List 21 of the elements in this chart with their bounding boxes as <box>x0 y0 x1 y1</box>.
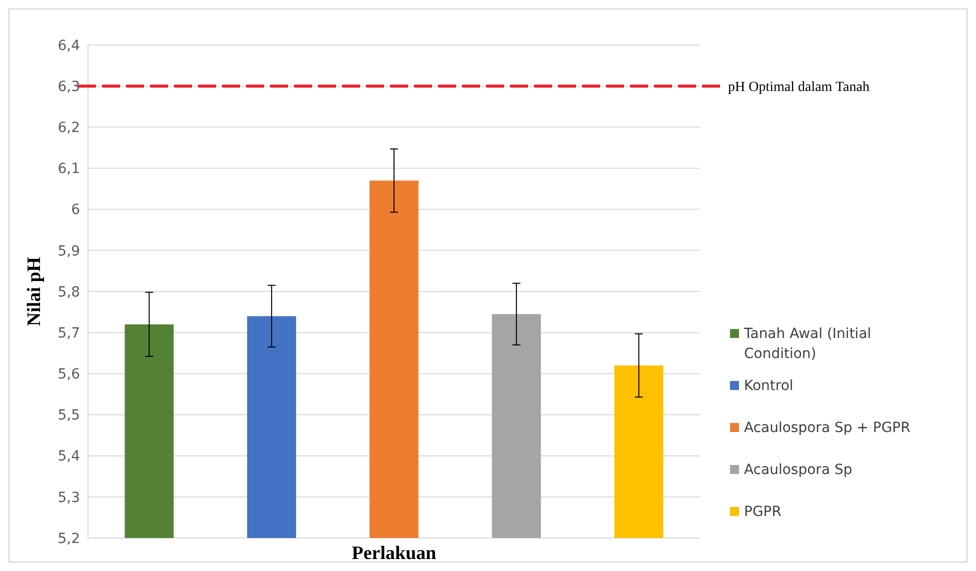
y-tick-label: 6 <box>71 202 80 218</box>
y-tick-label: 5,8 <box>58 284 80 300</box>
legend-label: Tanah Awal (Initial Condition) <box>743 326 872 362</box>
y-tick-label: 5,9 <box>58 243 80 260</box>
y-tick-label: 5,7 <box>58 325 80 342</box>
y-tick-label: 5,3 <box>58 490 80 506</box>
y-axis-title: Nilai pH <box>24 256 45 326</box>
legend-label: Acaulospora Sp + PGPR <box>744 420 911 436</box>
y-tick-label: 5,6 <box>58 366 80 383</box>
legend-label: PGPR <box>744 504 782 520</box>
y-tick-label: 5,2 <box>58 530 80 547</box>
y-tick-label: 5,4 <box>58 448 80 465</box>
y-tick-label: 6,3 <box>58 78 80 95</box>
legend-label: Kontrol <box>744 378 794 394</box>
y-tick-label: 6,1 <box>58 161 80 178</box>
y-tick-label: 6,4 <box>58 38 80 54</box>
y-tick-label: 6,2 <box>58 120 80 136</box>
y-tick-label: 5,5 <box>58 408 80 424</box>
x-axis-title: Perlakuan <box>352 543 437 564</box>
legend-label: Acaulospora Sp <box>744 462 852 478</box>
ref-line-label: pH Optimal dalam Tanah <box>728 80 870 95</box>
